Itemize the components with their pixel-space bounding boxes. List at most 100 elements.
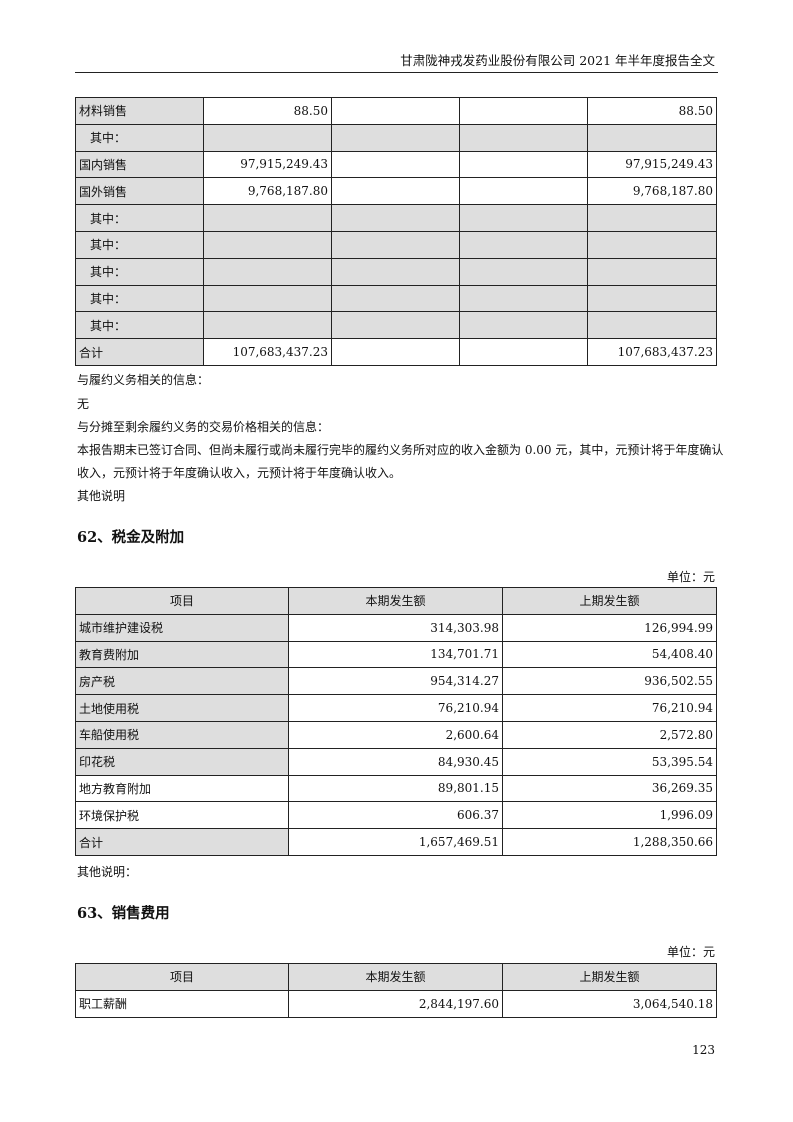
- previous-amount: 1,996.09: [502, 801, 717, 830]
- value-cell: [331, 177, 460, 206]
- previous-amount: 2,572.80: [502, 720, 717, 749]
- table-row: 其中：: [75, 230, 717, 259]
- value-cell: 97,915,249.43: [587, 150, 717, 179]
- value-cell: [459, 338, 588, 366]
- value-cell: 107,683,437.23: [203, 338, 332, 366]
- row-label: 其中：: [75, 284, 204, 313]
- value-cell: [203, 284, 332, 313]
- table-row: 其中：: [75, 311, 717, 340]
- value-cell: [331, 311, 460, 340]
- table-row: 城市维护建设税 314,303.98 126,994.99: [75, 613, 717, 642]
- row-label: 合计: [75, 828, 289, 856]
- row-label: 地方教育附加: [75, 774, 289, 803]
- current-amount: 606.37: [288, 801, 503, 830]
- report-header: 甘肃陇神戎发药业股份有限公司 2021 年半年度报告全文: [400, 53, 715, 68]
- current-amount: 134,701.71: [288, 640, 503, 669]
- value-cell: [459, 177, 588, 206]
- previous-amount: 936,502.55: [502, 667, 717, 696]
- table-row: 车船使用税 2,600.64 2,572.80: [75, 720, 717, 749]
- current-amount: 89,801.15: [288, 774, 503, 803]
- previous-amount: 54,408.40: [502, 640, 717, 669]
- value-cell: [331, 338, 460, 366]
- previous-amount: 53,395.54: [502, 747, 717, 776]
- previous-amount: 76,210.94: [502, 694, 717, 722]
- value-cell: [203, 311, 332, 340]
- previous-amount: 36,269.35: [502, 774, 717, 803]
- row-label: 其中：: [75, 257, 204, 286]
- value-cell: 9,768,187.80: [587, 177, 717, 206]
- page-number: 123: [692, 1043, 715, 1057]
- row-label: 其中：: [75, 204, 204, 232]
- table-row: 其中：: [75, 257, 717, 286]
- row-label: 其中：: [75, 230, 204, 259]
- value-cell: [459, 230, 588, 259]
- current-amount: 954,314.27: [288, 667, 503, 696]
- current-amount: 1,657,469.51: [288, 828, 503, 856]
- table-row: 房产税 954,314.27 936,502.55: [75, 667, 717, 696]
- table-row: 地方教育附加 89,801.15 36,269.35: [75, 774, 717, 803]
- row-label: 城市维护建设税: [75, 613, 289, 642]
- value-cell: 97,915,249.43: [203, 150, 332, 179]
- table-row: 材料销售 88.50 88.50: [75, 97, 717, 125]
- value-cell: [331, 257, 460, 286]
- table-row: 环境保护税 606.37 1,996.09: [75, 801, 717, 830]
- row-label: 其中：: [75, 123, 204, 152]
- table-header-row: 项目 本期发生额 上期发生额: [75, 587, 717, 615]
- current-amount: 84,930.45: [288, 747, 503, 776]
- value-cell: [587, 257, 717, 286]
- table-row: 印花税 84,930.45 53,395.54: [75, 747, 717, 776]
- table-row: 其中：: [75, 123, 717, 152]
- value-cell: [587, 230, 717, 259]
- value-cell: [331, 150, 460, 179]
- paragraph: 无: [77, 397, 90, 411]
- row-label: 房产税: [75, 667, 289, 696]
- unit-label: 单位：元: [666, 570, 715, 584]
- value-cell: 9,768,187.80: [203, 177, 332, 206]
- current-amount: 314,303.98: [288, 613, 503, 642]
- table-row: 国内销售 97,915,249.43 97,915,249.43: [75, 150, 717, 179]
- value-cell: [331, 230, 460, 259]
- column-header: 上期发生额: [502, 963, 717, 991]
- previous-amount: 1,288,350.66: [502, 828, 717, 856]
- table-row: 合计 107,683,437.23 107,683,437.23: [75, 338, 717, 366]
- row-label: 材料销售: [75, 97, 204, 125]
- value-cell: [587, 123, 717, 152]
- value-cell: 107,683,437.23: [587, 338, 717, 366]
- current-amount: 2,844,197.60: [288, 989, 503, 1018]
- row-label: 土地使用税: [75, 694, 289, 722]
- value-cell: [331, 97, 460, 125]
- table-header-row: 项目 本期发生额 上期发生额: [75, 963, 717, 991]
- value-cell: [587, 204, 717, 232]
- value-cell: [203, 257, 332, 286]
- value-cell: 88.50: [587, 97, 717, 125]
- current-amount: 2,600.64: [288, 720, 503, 749]
- paragraph: 收入，元预计将于年度确认收入，元预计将于年度确认收入。: [77, 466, 402, 480]
- column-header: 上期发生额: [502, 587, 717, 615]
- row-label: 职工薪酬: [75, 989, 289, 1018]
- row-label: 国内销售: [75, 150, 204, 179]
- table-row: 土地使用税 76,210.94 76,210.94: [75, 694, 717, 722]
- table-row: 合计 1,657,469.51 1,288,350.66: [75, 828, 717, 856]
- table-row: 国外销售 9,768,187.80 9,768,187.80: [75, 177, 717, 206]
- value-cell: [587, 284, 717, 313]
- table-row: 职工薪酬 2,844,197.60 3,064,540.18: [75, 989, 717, 1018]
- current-amount: 76,210.94: [288, 694, 503, 722]
- paragraph: 其他说明: [77, 489, 126, 503]
- row-label: 教育费附加: [75, 640, 289, 669]
- value-cell: [203, 230, 332, 259]
- column-header: 项目: [75, 963, 289, 991]
- table-row: 其中：: [75, 284, 717, 313]
- row-label: 国外销售: [75, 177, 204, 206]
- column-header: 本期发生额: [288, 587, 503, 615]
- value-cell: [203, 123, 332, 152]
- value-cell: [459, 311, 588, 340]
- row-label: 其中：: [75, 311, 204, 340]
- row-label: 车船使用税: [75, 720, 289, 749]
- row-label: 环境保护税: [75, 801, 289, 830]
- value-cell: [459, 284, 588, 313]
- value-cell: [459, 97, 588, 125]
- previous-amount: 126,994.99: [502, 613, 717, 642]
- paragraph: 与分摊至剩余履约义务的交易价格相关的信息：: [77, 420, 330, 434]
- selling-expenses-table: 项目 本期发生额 上期发生额 职工薪酬 2,844,197.60 3,064,540.18: [75, 963, 717, 1018]
